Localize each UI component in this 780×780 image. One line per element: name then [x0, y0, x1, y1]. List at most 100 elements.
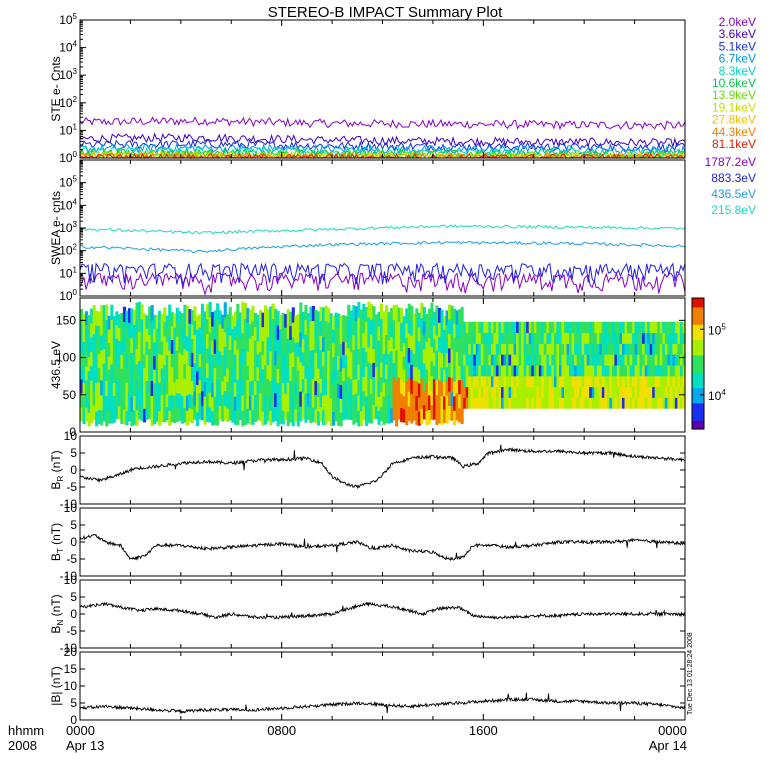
- pad-heatmap-cell: [211, 340, 215, 355]
- pad-heatmap-cell: [281, 354, 285, 369]
- pad-heatmap-cell: [175, 378, 179, 394]
- pad-heatmap-cell: [188, 337, 192, 352]
- pad-heatmap-cell: [604, 343, 608, 355]
- pad-heatmap-cell: [122, 365, 126, 381]
- pad-heatmap-cell: [180, 326, 184, 342]
- pad-heatmap-cell: [286, 396, 290, 412]
- pad-heatmap-cell: [642, 397, 646, 409]
- pad-heatmap-cell: [228, 321, 232, 336]
- ste-y-tick-label: 104: [59, 40, 77, 55]
- pad-heatmap-cell: [657, 375, 661, 388]
- pad-heatmap-cell: [561, 343, 565, 355]
- pad-heatmap-cell: [440, 381, 444, 397]
- pad-heatmap-cell: [546, 343, 550, 355]
- pad-heatmap-cell: [291, 381, 295, 397]
- pad-heatmap-cell: [271, 303, 275, 319]
- pad-heatmap-cell: [402, 316, 406, 330]
- pad-heatmap-cell: [296, 314, 300, 329]
- pad-heatmap-cell: [95, 339, 99, 355]
- pad-heatmap-cell: [246, 322, 250, 338]
- pad-heatmap-cell: [309, 393, 313, 409]
- pad-heatmap-cell: [526, 332, 530, 344]
- pad-heatmap-cell: [483, 386, 487, 398]
- pad-heatmap-cell: [236, 364, 240, 380]
- pad-y-tick-label: 100: [56, 351, 76, 365]
- pad-heatmap-cell: [402, 329, 406, 344]
- pad-heatmap-cell: [669, 343, 673, 355]
- pad-heatmap-cell: [183, 378, 187, 394]
- pad-heatmap-cell: [619, 397, 623, 409]
- pad-heatmap-cell: [145, 341, 149, 355]
- pad-heatmap-cell: [518, 332, 522, 344]
- pad-heatmap-cell: [601, 386, 605, 398]
- pad-heatmap-cell: [632, 321, 636, 334]
- pad-heatmap-cell: [150, 305, 154, 321]
- pad-heatmap-cell: [425, 369, 429, 384]
- pad-heatmap-cell: [130, 381, 134, 397]
- pad-heatmap-cell: [82, 314, 86, 329]
- pad-heatmap-cell: [248, 395, 252, 411]
- pad-heatmap-cell: [112, 355, 116, 370]
- pad-heatmap-cell: [233, 325, 237, 341]
- pad-heatmap-cell: [306, 313, 310, 328]
- pad-heatmap-cell: [105, 304, 109, 321]
- pad-heatmap-cell: [198, 366, 202, 381]
- pad-heatmap-cell: [649, 343, 653, 355]
- pad-heatmap-cell: [349, 365, 353, 380]
- pad-heatmap-cell: [402, 382, 406, 397]
- pad-heatmap-cell: [614, 386, 618, 398]
- pad-heatmap-cell: [226, 394, 230, 409]
- pad-heatmap-cell: [470, 321, 474, 334]
- pad-heatmap-cell: [367, 301, 371, 318]
- pad-heatmap-cell: [299, 317, 303, 333]
- pad-heatmap-cell: [221, 407, 225, 422]
- pad-heatmap-cell: [374, 366, 378, 381]
- pad-heatmap-cell: [453, 352, 457, 368]
- pad-heatmap-cell: [445, 324, 449, 340]
- pad-heatmap-cell: [632, 332, 636, 344]
- pad-heatmap-cell: [251, 365, 255, 381]
- pad-heatmap-cell: [107, 342, 111, 357]
- pad-heatmap-cell: [538, 321, 542, 334]
- pad-heatmap-cell: [536, 354, 540, 366]
- pad-heatmap-cell: [400, 308, 404, 323]
- pad-heatmap-cell: [448, 319, 452, 334]
- pad-heatmap-cell: [680, 343, 684, 355]
- pad-heatmap-cell: [314, 380, 318, 396]
- pad-heatmap-cell: [155, 408, 159, 422]
- pad-heatmap-cell: [543, 354, 547, 366]
- pad-heatmap-cell: [417, 411, 421, 426]
- pad-heatmap-cell: [314, 352, 318, 367]
- pad-heatmap-cell: [349, 324, 353, 339]
- pad-heatmap-cell: [417, 397, 421, 412]
- pad-heatmap-cell: [616, 397, 620, 409]
- pad-heatmap-cell: [120, 354, 124, 369]
- pad-heatmap-cell: [289, 353, 293, 368]
- pad-heatmap-cell: [538, 332, 542, 344]
- pad-heatmap-cell: [390, 350, 394, 366]
- pad-heatmap-cell: [589, 354, 593, 366]
- pad-heatmap-cell: [344, 367, 348, 381]
- pad-heatmap-cell: [354, 349, 358, 365]
- pad-heatmap-cell: [170, 312, 174, 327]
- pad-heatmap-cell: [246, 351, 250, 366]
- pad-heatmap-cell: [286, 411, 290, 427]
- pad-heatmap-cell: [296, 384, 300, 399]
- pad-heatmap-cell: [639, 375, 643, 388]
- pad-heatmap-cell: [337, 355, 341, 370]
- pad-heatmap-cell: [405, 381, 409, 397]
- pad-heatmap-cell: [319, 335, 323, 351]
- pad-heatmap-cell: [599, 321, 603, 334]
- pad-heatmap-cell: [173, 381, 177, 396]
- pad-heatmap-cell: [561, 321, 565, 334]
- pad-heatmap-cell: [369, 408, 373, 424]
- pad-heatmap-cell: [415, 395, 419, 411]
- pad-heatmap-cell: [395, 304, 399, 321]
- pad-heatmap-cell: [206, 377, 210, 393]
- pad-heatmap-cell: [468, 343, 472, 355]
- pad-heatmap-cell: [422, 376, 426, 392]
- pad-heatmap-cell: [203, 410, 207, 425]
- pad-heatmap-cell: [306, 353, 310, 367]
- pad-heatmap-cell: [135, 318, 139, 334]
- pad-heatmap-cell: [266, 323, 270, 338]
